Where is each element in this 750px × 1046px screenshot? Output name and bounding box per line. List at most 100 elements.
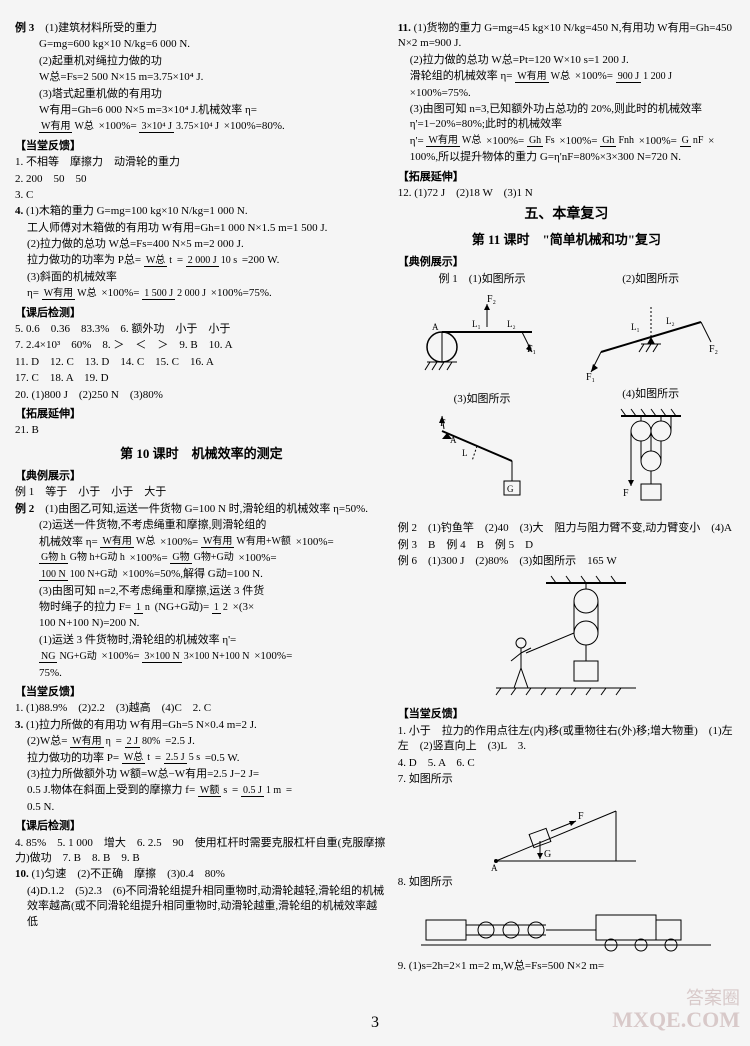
df2-3: 3. (1)拉力所做的有用功 W有用=Gh=5 N×0.4 m=2 J. [15,718,388,733]
df2-3-l5: 0.5 J.物体在斜面上受到的摩擦力 f= W额s = 0.5 J1 m = [15,783,388,798]
lever-figure-2: L₁ L₂ F₁ F₂ [581,292,721,382]
dangfankui3-heading: 【当堂反馈】 [398,707,735,722]
svg-text:F₁: F₁ [586,372,595,382]
ex2-10-l9: (1)运送 3 件货物时,滑轮组的机械效率 η'= [15,633,388,648]
ex2-10-l5: 100 N100 N+G动 ×100%=50%,解得 G动=100 N. [15,567,388,582]
q2: 2. 200 50 50 [15,172,388,187]
lesson10-title: 第 10 课时 机械效率的测定 [15,445,388,463]
df2-3-l3: 拉力做功的功率 P= W总t = 2.5 J5 s =0.5 W. [15,751,388,766]
dangfankui-heading: 【当堂反馈】 [15,139,388,154]
df2-3-l6: 0.5 N. [15,800,388,815]
lever-figure-1: F₂ L₁ L₂ F₁ A [412,292,552,382]
df3-7: 7. 如图所示 [398,772,735,787]
r-q11-l7: 100%,所以提升物体的重力 G=η'nF=80%×3×300 N=720 N. [398,150,735,165]
svg-text:F₂: F₂ [709,344,718,355]
ex3-l6: W有用=Gh=6 000 N×5 m=3×10⁴ J.机械效率 η= [15,103,388,118]
df3-9: 9. (1)s=2h=2×1 m=2 m,W总=Fs=500 N×2 m= [398,959,735,974]
ex2-10-l10: NGNG+G动 ×100%= 3×100 N3×100 N+100 N ×100… [15,649,388,664]
svg-text:G: G [544,849,551,860]
pulley-person-figure [486,573,646,703]
q17: 17. C 18. A 19. D [15,371,388,386]
ex2-10-label: 例 2 (1)由图乙可知,运送一件货物 G=100 N 时,滑轮组的机械效率 η… [15,502,388,517]
svg-text:A: A [450,435,457,445]
watermark-text-2: MXQE.COM [612,1005,740,1036]
r-q11-l3: 滑轮组的机械效率 η= W有用W总 ×100%= 900 J1 200 J [398,69,735,84]
kehou2-heading: 【课后检测】 [15,819,388,834]
r-ex2: 例 2 (1)钓鱼竿 (2)40 (3)大 阻力与阻力臂不变,动力臂变小 (4)… [398,521,735,536]
lever-figure-3: F L G A [422,411,542,511]
ex2-10-l2: (2)运送一件货物,不考虑绳重和摩擦,则滑轮组的 [15,518,388,533]
svg-text:F: F [578,811,584,822]
q4-l5: (3)斜面的机械效率 [15,270,388,285]
df2-1: 1. (1)88.9% (2)2.2 (3)越高 (4)C 2. C [15,701,388,716]
kehou-heading: 【课后检测】 [15,306,388,321]
svg-text:L₂: L₂ [666,316,675,326]
r-q11-l2: (2)拉力做的总功 W总=Pt=120 W×10 s=1 200 J. [398,53,735,68]
pulley-figure-4: F [591,406,711,516]
ex3-l3: (2)起重机对绳拉力做的功 [15,54,388,69]
r-q12: 12. (1)72 J (2)18 W (3)1 N [398,186,735,201]
svg-text:A: A [491,863,498,871]
ex2-10-l4: G物 hG物 h+G动 h ×100%= G物G物+G动 ×100%= [15,551,388,566]
ex2-10-l6: (3)由图可知 n=2,不考虑绳重和摩擦,运送 3 件货 [15,584,388,599]
svg-text:F: F [623,488,629,499]
svg-text:L₁: L₁ [472,319,481,329]
df2-3-l2: (2)W总= W有用η = 2 J80% =2.5 J. [15,734,388,749]
tuozhan-heading: 【拓展延伸】 [15,407,388,422]
tuozhan2-heading: 【拓展延伸】 [398,170,735,185]
chapter-title: 五、本章复习 [398,205,735,225]
left-column: 例 3 (1)建筑材料所受的重力 G=mg=600 kg×10 N/kg=6 0… [15,20,388,1026]
svg-text:L₁: L₁ [631,322,640,332]
df2-3-l4: (3)拉力所做额外功 W额=W总−W有用=2.5 J−2 J= [15,767,388,782]
dianli-heading: 【典例展示】 [15,469,388,484]
df3-8: 8. 如图所示 [398,875,735,890]
r-q11-l6: η'= W有用W总 ×100%= GhFs ×100%= GhFnh ×100%… [398,134,735,149]
fig-row-1: 例 1 (1)如图所示 F₂ L₁ L₂ F₁ A (2)如图所示 [398,271,735,385]
example3-label: 例 3 (1)建筑材料所受的重力 [15,21,388,36]
svg-text:F₂: F₂ [487,294,496,305]
df3-4: 4. D 5. A 6. C [398,756,735,771]
ex1-10: 例 1 等于 小于 小于 大于 [15,485,388,500]
q11: 11. D 12. C 13. D 14. C 15. C 16. A [15,355,388,370]
ex3-l2: G=mg=600 kg×10 N/kg=6 000 N. [15,37,388,52]
lesson11-title: 第 11 课时 "简单机械和功"复习 [398,231,735,249]
ex2-10-l7: 物时绳子的拉力 F= 1n (NG+G动)= 12 ×(3× [15,600,388,615]
q4-l4: 拉力做功的功率为 P总= W总t = 2 000 J10 s =200 W. [15,253,388,268]
q21: 21. B [15,423,388,438]
q1: 1. 不相等 摩擦力 动滑轮的重力 [15,155,388,170]
page-number: 3 [371,1012,379,1034]
ex1-3-label: (3)如图所示 [398,392,567,407]
r-q11-l4: ×100%=75%. [398,86,735,101]
svg-text:L: L [462,448,468,458]
q3: 3. C [15,188,388,203]
df3-1: 1. 小于 拉力的作用点往左(内)移(或重物往右(外)移;增大物重) (1)左 … [398,724,735,755]
r-ex6: 例 6 (1)300 J (2)80% (3)如图所示 165 W [398,554,735,569]
kh2-4: 4. 85% 5. 1 000 增大 6. 2.5 90 使用杠杆时需要克服杠杆… [15,836,388,867]
kh2-10: 10. (1)匀速 (2)不正确 摩擦 (3)0.4 80% [15,867,388,882]
q4-l2: 工人师傅对木箱做的有用功 W有用=Gh=1 000 N×1.5 m=1 500 … [15,221,388,236]
r-ex3: 例 3 B 例 4 B 例 5 D [398,538,735,553]
r-q11-l5: (3)由图可知 n=3,已知额外功占总功的 20%,则此时的机械效率 η'=1−… [398,102,735,133]
svg-text:G: G [507,484,514,494]
ex2-10-l11: 75%. [15,666,388,681]
svg-text:A: A [432,322,439,332]
dangfankui2-heading: 【当堂反馈】 [15,685,388,700]
ex2-10-l3: 机械效率 η= W有用W总 ×100%= W有用W有用+W额 ×100%= [15,535,388,550]
fig-row-2: (3)如图所示 F L G A (4)如图所示 [398,386,735,520]
ex1-4-label: (4)如图所示 [566,387,735,402]
q7: 7. 2.4×10³ 60% 8. ＞ ＜ ＞ 9. B 10. A [15,338,388,353]
ex2-10-l8: 100 N+100 N)=200 N. [15,616,388,631]
ex1-1-label: 例 1 (1)如图所示 [398,272,567,287]
ex3-l7: W有用W总 ×100%= 3×10⁴ J3.75×10⁴ J ×100%=80%… [15,119,388,134]
svg-text:L₂: L₂ [507,319,516,329]
r-q11: 11. (1)货物的重力 G=mg=45 kg×10 N/kg=450 N,有用… [398,21,735,52]
ex1-2-label: (2)如图所示 [566,272,735,287]
right-column: 11. (1)货物的重力 G=mg=45 kg×10 N/kg=450 N,有用… [398,20,735,1026]
ex3-l4: W总=Fs=2 500 N×15 m=3.75×10⁴ J. [15,70,388,85]
q5: 5. 0.6 0.36 83.3% 6. 额外功 小于 小于 [15,322,388,337]
incline-figure: F G A [476,791,656,871]
truck-pulley-figure [416,895,716,955]
kh2-10-l2: (4)D.1.2 (5)2.3 (6)不同滑轮组提升相同重物时,动滑轮越轻,滑轮… [15,884,388,930]
q4-label: 4. (1)木箱的重力 G=mg=100 kg×10 N/kg=1 000 N. [15,204,388,219]
q20: 20. (1)800 J (2)250 N (3)80% [15,388,388,403]
